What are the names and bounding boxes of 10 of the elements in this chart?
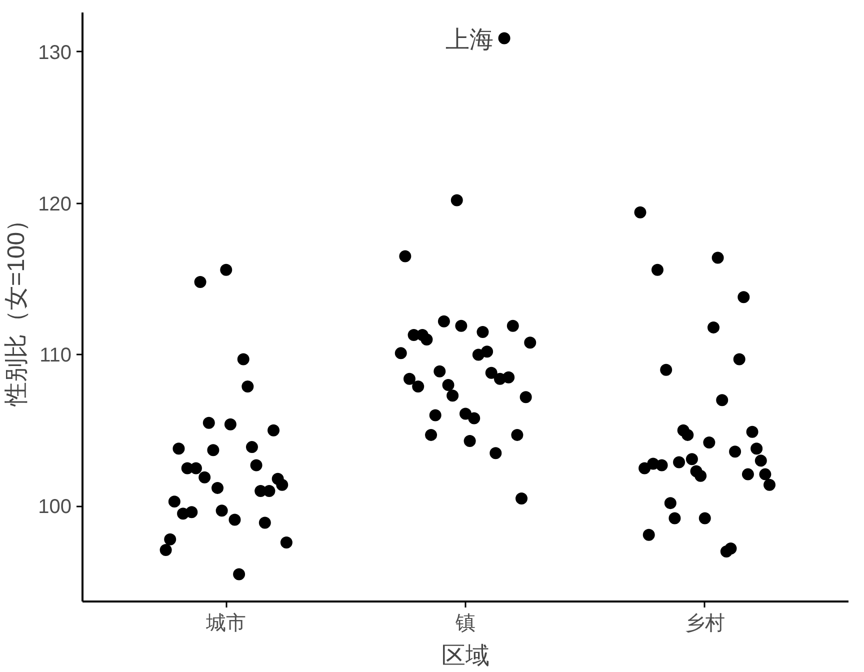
y-axis-title: 性别比（女=100） <box>3 208 30 408</box>
y-tick-label: 100 <box>38 496 72 518</box>
x-tick-label: 乡村 <box>684 612 725 634</box>
y-tick-label: 110 <box>40 344 72 367</box>
y-tick-label: 120 <box>38 193 72 216</box>
x-tick-label: 城市 <box>205 612 246 634</box>
y-tick-label: 130 <box>38 42 72 64</box>
x-tick-label: 镇 <box>454 612 476 634</box>
x-axis-title: 区域 <box>442 642 490 670</box>
annotation: 上海 <box>446 26 494 54</box>
